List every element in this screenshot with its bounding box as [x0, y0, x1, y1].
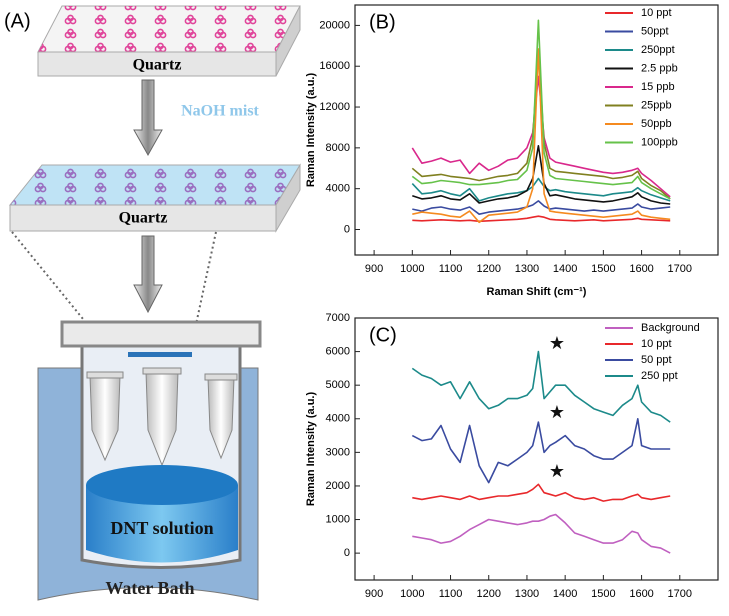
- legend-label: 2.5 ppb: [641, 62, 678, 74]
- solution-label: DNT solution: [110, 518, 213, 538]
- x-tick-label: 1000: [400, 263, 424, 275]
- y-axis-label: Raman Intensity (a.u.): [305, 73, 317, 188]
- x-tick-label: 1200: [476, 588, 500, 600]
- y-tick-label: 4000: [326, 413, 350, 425]
- x-axis-label: Raman Shift (cm⁻¹): [487, 286, 587, 298]
- x-tick-label: 1000: [400, 588, 424, 600]
- panel-a: (A) Quartz NaOH mist Quartz: [4, 6, 300, 600]
- star: ★: [549, 461, 565, 481]
- star: ★: [549, 333, 565, 353]
- x-tick-label: 1400: [553, 263, 577, 275]
- legend-label: 10 ppt: [641, 338, 672, 350]
- y-tick-label: 3000: [326, 446, 350, 458]
- x-tick-label: 1300: [515, 588, 539, 600]
- x-tick-label: 1200: [476, 263, 500, 275]
- plot-frame: [355, 5, 718, 255]
- x-tick-label: 1400: [553, 588, 577, 600]
- lid: [62, 322, 260, 346]
- x-tick-label: 900: [365, 588, 383, 600]
- legend-label: 250 ppt: [641, 370, 678, 382]
- x-tick-label: 1500: [591, 588, 615, 600]
- arrow: [134, 236, 162, 312]
- y-tick-label: 0: [344, 547, 350, 559]
- pattern: [38, 6, 300, 52]
- arrow: [134, 80, 162, 155]
- y-tick-label: 0: [344, 223, 350, 235]
- y-tick-label: 7000: [326, 312, 350, 324]
- x-tick-label: 1700: [668, 588, 692, 600]
- y-tick-label: 1000: [326, 513, 350, 525]
- x-tick-label: 1600: [629, 588, 653, 600]
- y-tick-label: 4000: [326, 183, 350, 195]
- legend-label: 50ppt: [641, 25, 669, 37]
- y-tick-label: 16000: [319, 60, 350, 72]
- y-tick-label: 20000: [319, 19, 350, 31]
- legend-label: 250ppt: [641, 44, 675, 56]
- y-tick-label: 12000: [319, 101, 350, 113]
- star: ★: [549, 402, 565, 422]
- series-line: [412, 201, 670, 214]
- x-tick-label: 1100: [439, 588, 463, 600]
- x-tick-label: 1700: [668, 263, 692, 275]
- y-tick-label: 8000: [326, 142, 350, 154]
- panel-label: (B): [369, 11, 396, 33]
- pattern: [10, 165, 300, 205]
- legend-label: 15 ppb: [641, 81, 675, 93]
- legend-label: 100ppb: [641, 136, 678, 148]
- series-line: [412, 352, 670, 423]
- substrate: [128, 352, 192, 357]
- stars: ★ ★ ★: [549, 333, 565, 481]
- y-tick-label: 5000: [326, 379, 350, 391]
- panel-label: (C): [369, 324, 397, 346]
- y-tick-label: 2000: [326, 480, 350, 492]
- x-tick-label: 1100: [439, 263, 463, 275]
- x-tick-label: 900: [365, 263, 383, 275]
- x-tick-label: 1300: [515, 263, 539, 275]
- mist-label: NaOH mist: [181, 103, 259, 120]
- y-axis-label: Raman Intensity (a.u.): [305, 392, 317, 507]
- legend-label: 50 ppt: [641, 354, 672, 366]
- slab-label: Quartz: [119, 210, 168, 227]
- x-tick-label: 1500: [591, 263, 615, 275]
- solution-top: [86, 465, 238, 505]
- series-line: [412, 515, 670, 554]
- slab-label: Quartz: [133, 57, 182, 74]
- legend-label: Background: [641, 322, 700, 334]
- panel-label: (A): [4, 10, 31, 32]
- y-tick-label: 6000: [326, 345, 350, 357]
- x-tick-label: 1600: [629, 263, 653, 275]
- legend-label: 10 ppt: [641, 7, 672, 19]
- bath-label: Water Bath: [105, 578, 194, 598]
- legend-label: 50ppb: [641, 118, 672, 130]
- series-line: [412, 419, 670, 483]
- legend-label: 25ppb: [641, 99, 672, 111]
- series-line: [412, 484, 670, 501]
